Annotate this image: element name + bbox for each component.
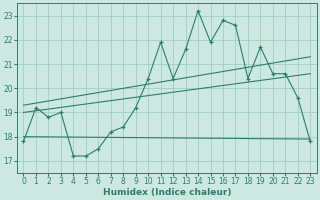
X-axis label: Humidex (Indice chaleur): Humidex (Indice chaleur) [103, 188, 231, 197]
